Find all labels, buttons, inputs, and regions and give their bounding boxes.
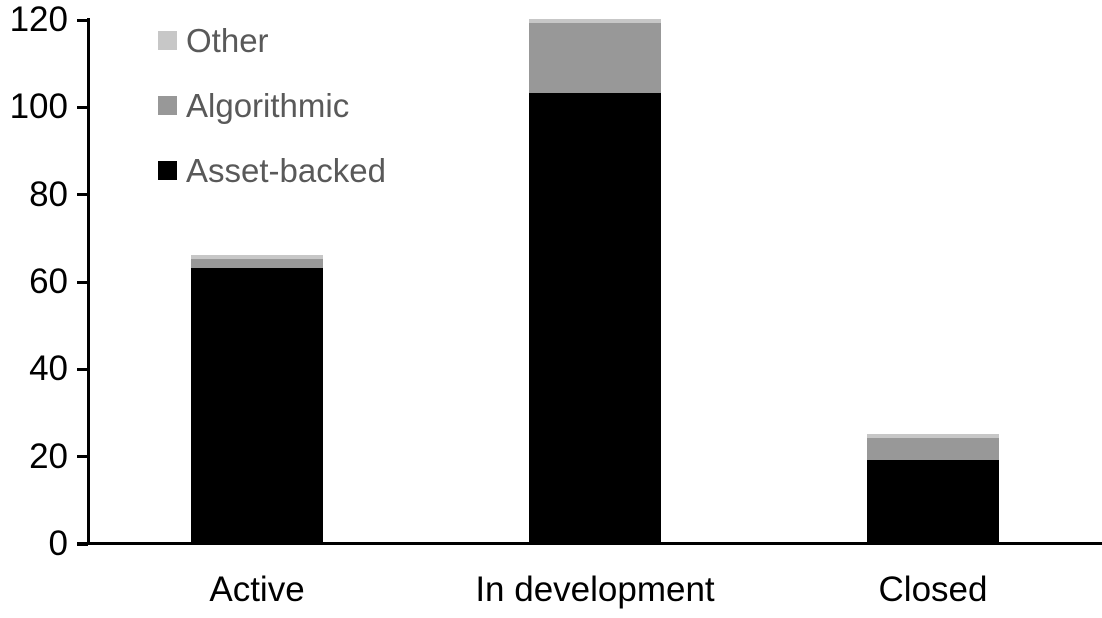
bar-segment-asset-backed bbox=[529, 93, 661, 543]
y-tick-label: 0 bbox=[48, 524, 68, 563]
legend-label: Asset-backed bbox=[186, 152, 386, 189]
legend-swatch-other bbox=[158, 31, 177, 50]
y-tick-mark bbox=[77, 280, 88, 284]
y-tick-mark bbox=[77, 367, 88, 371]
y-tick-mark bbox=[77, 455, 88, 459]
legend-swatch-algorithmic bbox=[158, 96, 177, 115]
y-tick-label: 100 bbox=[9, 87, 68, 127]
y-tick-mark bbox=[77, 542, 88, 546]
bar-segment-asset-backed bbox=[191, 267, 323, 543]
y-tick-label: 80 bbox=[29, 174, 68, 214]
y-tick-label: 40 bbox=[29, 349, 68, 389]
y-tick-mark bbox=[77, 105, 88, 109]
y-tick-label: 60 bbox=[29, 262, 68, 301]
bar-segment-other bbox=[529, 19, 661, 24]
y-tick-mark bbox=[77, 193, 88, 197]
bar-segment-asset-backed bbox=[867, 460, 999, 543]
legend-item: Other bbox=[158, 24, 269, 57]
x-axis-label: Closed bbox=[878, 570, 988, 609]
bar-segment-other bbox=[867, 433, 999, 439]
y-tick-label: 20 bbox=[29, 436, 68, 476]
bar-segment-algorithmic bbox=[191, 259, 323, 268]
bar-segment-other bbox=[191, 254, 323, 260]
x-axis bbox=[77, 542, 1102, 545]
bar-segment-algorithmic bbox=[867, 438, 999, 461]
legend-swatch-asset-backed bbox=[158, 161, 177, 180]
legend-item: Asset-backed bbox=[158, 154, 386, 187]
legend-label: Algorithmic bbox=[186, 87, 350, 124]
legend-label: Other bbox=[186, 22, 269, 59]
y-axis bbox=[87, 18, 90, 545]
x-axis-label: In development bbox=[475, 570, 715, 609]
x-axis-label: Active bbox=[209, 570, 305, 609]
bar-segment-algorithmic bbox=[529, 23, 661, 94]
y-tick-mark bbox=[77, 18, 88, 22]
y-tick-label: 120 bbox=[9, 0, 68, 39]
legend-item: Algorithmic bbox=[158, 89, 349, 122]
